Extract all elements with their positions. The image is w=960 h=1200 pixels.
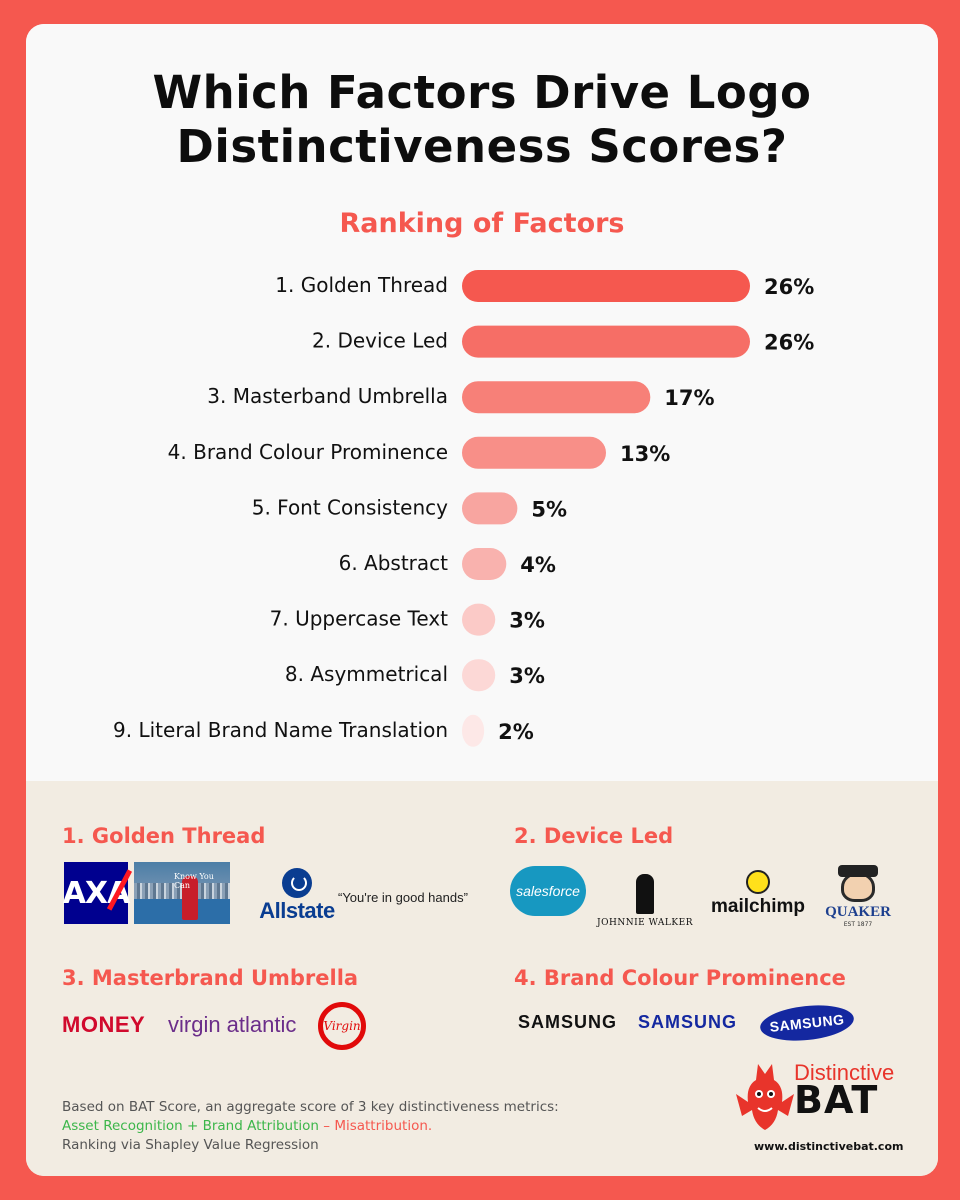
footnote: Based on BAT Score, an aggregate score o… [62,1098,559,1155]
virgin-money-logo: MONEY [62,1012,146,1037]
bat-mascot-icon [736,1064,794,1130]
category-label: 7. Uppercase Text [270,607,448,631]
quaker-logo: QUAKER EST 1877 [822,865,894,928]
brand-word-bat: BAT [794,1078,879,1122]
category-label: 4. Brand Colour Prominence [168,440,448,464]
category-label: 3. Masterband Umbrella [207,384,448,408]
bar [462,325,750,358]
page-title: Which Factors Drive Logo Distinctiveness… [26,66,938,174]
footnote-separator: – [318,1118,335,1134]
value-label: 13% [620,442,670,466]
quaker-est: EST 1877 [843,921,873,928]
mailchimp-logo: mailchimp [706,870,810,922]
value-label: 17% [664,386,714,410]
value-label: 26% [764,275,814,299]
samsung-logo-blue: SAMSUNG [638,1012,738,1032]
title-line-2: Distinctiveness Scores? [176,120,788,173]
bar [462,714,485,747]
axa-tennis-ad-image: Know You Can [134,862,230,924]
salesforce-logo: salesforce [510,866,586,916]
allstate-slogan: “You're in good hands” [338,890,468,905]
bar [462,548,507,580]
bar [462,381,651,414]
tennis-player-icon [182,876,198,920]
footnote-red-text: Misattribution. [334,1118,433,1134]
distinctive-bat-logo: Distinctive BAT www.distinctivebat.com [734,1060,934,1170]
value-label: 5% [531,497,567,521]
value-label: 4% [520,553,556,577]
johnnie-walker-logo: JOHNNIE WALKER [597,874,693,928]
brand-colour-heading: 4. Brand Colour Prominence [514,966,846,990]
category-label: 9. Literal Brand Name Translation [113,718,448,742]
bar [462,492,518,525]
value-label: 3% [509,609,545,633]
chart-title: Ranking of Factors [339,208,625,239]
brand-url-link[interactable]: www.distinctivebat.com [754,1140,904,1153]
mailchimp-freddie-icon [746,870,770,894]
allstate-logo: Allstate [254,868,340,924]
footnote-line-2: Asset Recognition + Brand Attribution – … [62,1117,559,1136]
category-label: 6. Abstract [339,551,449,575]
bar [462,603,496,636]
category-label: 5. Font Consistency [252,495,448,519]
samsung-logo-black: SAMSUNG [518,1012,618,1032]
axa-logo: AXA [63,862,133,924]
footnote-line-3: Ranking via Shapley Value Regression [62,1137,319,1153]
value-label: 26% [764,331,814,355]
virgin-atlantic-logo: virgin atlantic [168,1012,297,1037]
bar [462,659,496,692]
virgin-media-logo: Virgin [318,1002,366,1050]
golden-thread-heading: 1. Golden Thread [62,824,266,848]
title-line-1: Which Factors Drive Logo [152,66,812,119]
quaker-man-icon [838,865,878,902]
brand-word-distinctive: Distinctive [794,1060,895,1085]
bar [462,436,606,469]
allstate-wordmark: Allstate [259,898,335,923]
footnote-line-1: Based on BAT Score, an aggregate score o… [62,1099,559,1115]
bar [462,270,750,302]
infographic-card: Which Factors Drive Logo Distinctiveness… [26,24,938,1176]
category-label: 2. Device Led [312,329,448,353]
virgin-media-ring: Virgin [318,1002,366,1050]
device-led-heading: 2. Device Led [514,824,674,848]
quaker-wordmark: QUAKER [825,904,891,920]
category-label: 8. Asymmetrical [285,662,448,686]
ad-text: Know You Can [174,872,214,890]
striding-man-icon [636,874,654,914]
value-label: 2% [498,720,534,744]
chart-section: Which Factors Drive Logo Distinctiveness… [26,24,938,781]
footnote-green-text: Asset Recognition + Brand Attribution [62,1118,319,1134]
category-label: 1. Golden Thread [275,273,448,297]
bar-chart: 1. Golden Thread 26% 2. Device Led 26% 3. Ma… [113,270,814,747]
johnnie-walker-wordmark: JOHNNIE WALKER [597,918,693,928]
mailchimp-wordmark: mailchimp [711,896,805,917]
allstate-hands-icon [282,868,312,898]
value-label: 3% [509,664,545,688]
masterbrand-heading: 3. Masterbrand Umbrella [62,966,359,990]
